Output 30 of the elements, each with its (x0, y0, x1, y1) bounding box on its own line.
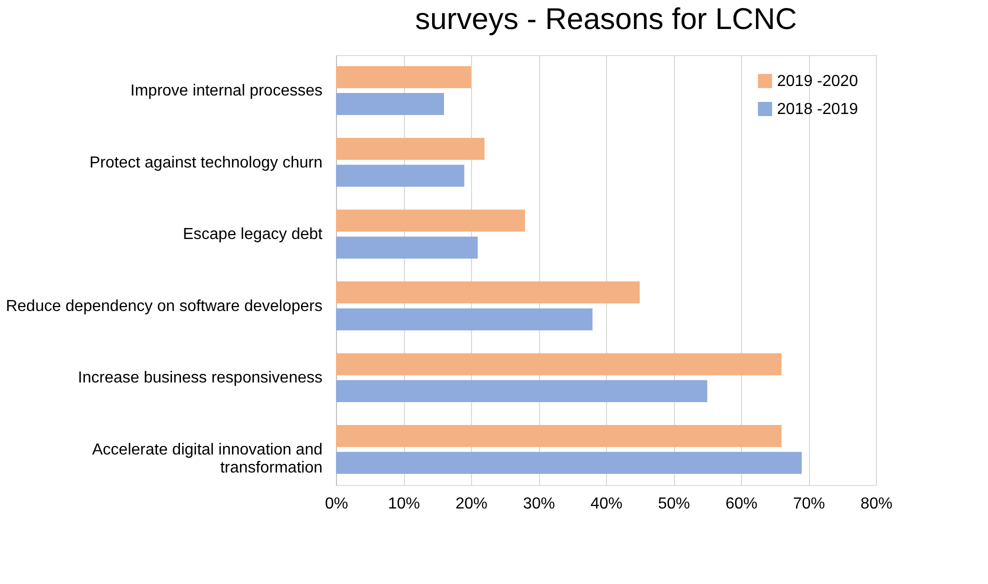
chart-title: surveys - Reasons for LCNC (415, 3, 797, 36)
bar (336, 164, 464, 187)
bar (336, 425, 782, 448)
legend-label: 2018 -2019 (777, 101, 858, 118)
y-tick-label: Improve internal processes (130, 82, 322, 100)
bar (336, 380, 708, 402)
legend-label: 2019 -2020 (777, 73, 858, 90)
x-tick-label: 70% (792, 496, 826, 512)
x-tick-label: 80% (860, 496, 893, 512)
x-tick-label: 30% (522, 496, 556, 512)
bar (336, 210, 525, 232)
bar (336, 138, 484, 160)
bar (336, 452, 802, 474)
bar (336, 236, 478, 259)
y-tick-label: Escape legacy debt (182, 226, 324, 244)
bar (336, 281, 640, 304)
bar (336, 92, 444, 115)
y-tick-label: Protect against technology churn (89, 154, 322, 172)
x-tick-label: 20% (455, 496, 488, 512)
x-tick-label: 60% (725, 496, 758, 512)
y-tick-label: Accelerate digital innovation and transformation (92, 441, 322, 476)
bar (336, 308, 592, 330)
x-tick-label: 0% (324, 496, 348, 512)
bar (336, 353, 782, 376)
bar (336, 66, 471, 88)
x-tick-label: 40% (590, 496, 623, 512)
x-tick-label: 50% (658, 496, 690, 512)
y-tick-label: Increase business responsiveness (78, 370, 322, 387)
x-tick-label: 10% (388, 496, 420, 512)
y-tick-label: Reduce dependency on software developers (6, 298, 322, 315)
